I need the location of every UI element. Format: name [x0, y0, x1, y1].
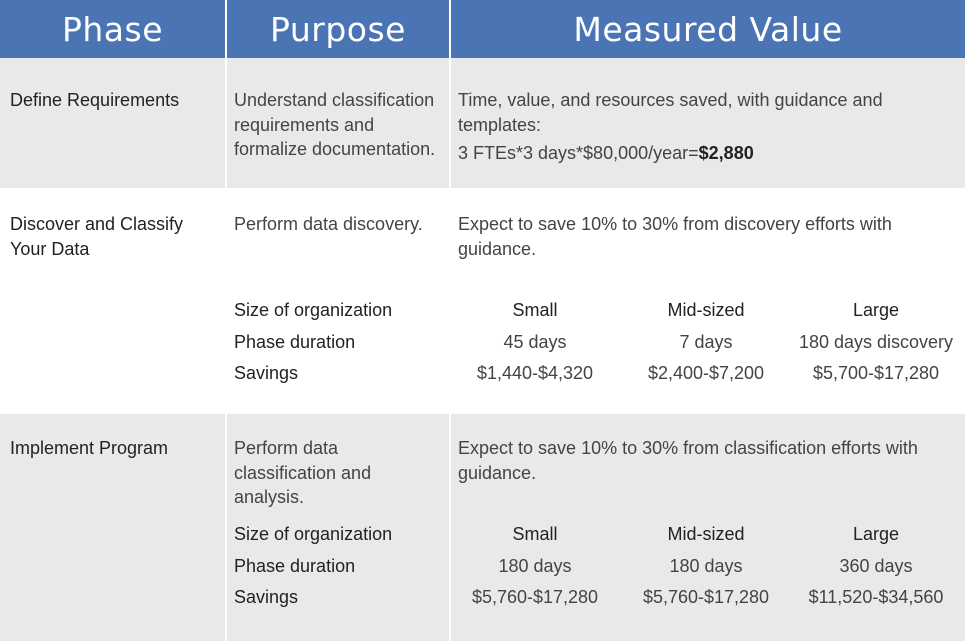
savings-large: $11,520-$34,560 [808, 587, 944, 607]
duration-mid: 7 days [679, 332, 733, 352]
value-result: $2,880 [698, 143, 754, 163]
header-measured-value: Measured Value [451, 0, 965, 58]
value-description: Time, value, and resources saved, with g… [458, 90, 883, 135]
duration-large: 360 days [839, 556, 913, 576]
size-mid: Mid-sized [667, 524, 745, 544]
value-formula: 3 FTEs*3 days*$80,000/year= [458, 143, 699, 163]
savings-mid: $2,400-$7,200 [647, 363, 765, 383]
header-phase: Phase [0, 0, 225, 58]
purpose-cell: Understand classification requirements a… [234, 90, 436, 159]
value-formula-line: 3 FTEs*3 days*$80,000/year=$2,880 [458, 141, 958, 166]
value-cell: Time, value, and resources saved, with g… [458, 88, 958, 166]
savings-small: $5,760-$17,280 [471, 587, 599, 607]
value-cell: Expect to save 10% to 30% from classific… [458, 438, 918, 483]
savings-small: $1,440-$4,320 [476, 363, 594, 383]
savings-mid: $5,760-$17,280 [642, 587, 770, 607]
sub-label-size: Size of organization [234, 524, 393, 544]
phase-cell: Define Requirements [10, 90, 180, 110]
purpose-cell: Perform data classification and analysis… [234, 438, 372, 507]
phase-cell: Implement Program [10, 438, 169, 458]
purpose-cell: Perform data discovery. [234, 214, 423, 234]
row-discover-classify: Discover and Classify Your Data Perform … [0, 190, 965, 414]
sub-label-savings: Savings [234, 587, 299, 607]
value-cell: Expect to save 10% to 30% from discovery… [458, 214, 892, 259]
phase-cell: Discover and Classify Your Data [10, 214, 184, 259]
duration-small: 45 days [503, 332, 567, 352]
duration-small: 180 days [498, 556, 572, 576]
size-large: Large [852, 524, 900, 544]
row-define-requirements: Define Requirements Understand classific… [0, 58, 965, 188]
size-mid: Mid-sized [667, 300, 745, 320]
duration-large: 180 days discovery [798, 332, 954, 352]
size-large: Large [852, 300, 900, 320]
sub-label-duration: Phase duration [234, 332, 356, 352]
size-small: Small [512, 300, 558, 320]
header-purpose: Purpose [227, 0, 449, 58]
sub-label-duration: Phase duration [234, 556, 356, 576]
sub-label-size: Size of organization [234, 300, 393, 320]
savings-large: $5,700-$17,280 [812, 363, 940, 383]
size-small: Small [512, 524, 558, 544]
sub-label-savings: Savings [234, 363, 299, 383]
row-implement-program: Implement Program Perform data classific… [0, 414, 965, 641]
duration-mid: 180 days [669, 556, 743, 576]
